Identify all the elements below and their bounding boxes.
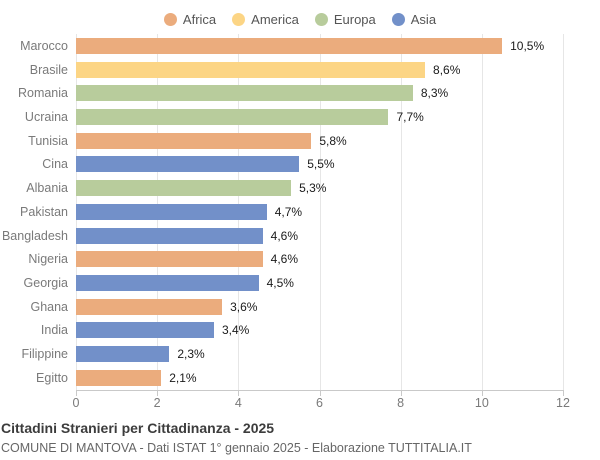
legend-item-africa[interactable]: Africa (163, 11, 217, 27)
gridline (400, 34, 402, 390)
category-label: Marocco (20, 38, 68, 53)
bar-value-label: 5,3% (299, 181, 327, 196)
bar-bangladesh[interactable] (76, 227, 263, 244)
bar-row: Tunisia 5,8% (28, 129, 563, 153)
legend-item-europa[interactable]: Europa (314, 11, 376, 27)
bar-value-label: 2,1% (169, 370, 197, 385)
bar-romania[interactable] (76, 85, 413, 102)
bar-row: Nigeria 4,6% (28, 247, 563, 271)
bar-row: Brasile 8,6% (30, 58, 563, 82)
category-label: Georgia (23, 276, 68, 291)
legend-label: Europa (333, 11, 376, 27)
bar-value-label: 7,7% (396, 110, 424, 125)
legend-label: Asia (410, 11, 437, 27)
category-label: Brasile (29, 62, 68, 77)
x-axis-tick-label: 10 (474, 396, 489, 410)
bar-value-label: 5,8% (319, 133, 347, 148)
bar-value-label: 4,7% (274, 204, 303, 219)
bar-row: Pakistan 4,7% (20, 200, 563, 224)
axis-tick (481, 390, 483, 396)
chart-subtitle: COMUNE DI MANTOVA - Dati ISTAT 1° gennai… (1, 441, 472, 456)
legend-item-america[interactable]: America (232, 12, 299, 27)
axis-tick (563, 390, 564, 396)
category-label: Albania (26, 181, 68, 196)
bar-tunisia[interactable] (76, 132, 312, 149)
x-axis-tick-label: 6 (316, 396, 323, 410)
bar-ucraina[interactable] (76, 109, 389, 126)
category-label: Nigeria (28, 252, 68, 267)
bar-value-label: 3,6% (230, 299, 258, 314)
legend-label: Africa (182, 11, 217, 27)
x-axis: 0 2 4 6 8 10 12 (72, 391, 570, 413)
x-axis-tick-label: 2 (153, 396, 161, 410)
category-label: Egitto (36, 370, 68, 385)
category-label: India (40, 323, 68, 338)
category-label: Tunisia (28, 133, 68, 148)
category-label: Bangladesh (1, 228, 68, 243)
category-label: Ghana (30, 299, 68, 314)
bar-egitto[interactable] (76, 369, 162, 386)
bar-row: Filippine 2,3% (21, 342, 563, 366)
bar-value-label: 8,3% (420, 86, 449, 101)
gridline (563, 34, 564, 390)
legend-item-asia[interactable]: Asia (391, 11, 437, 27)
x-axis-tick-label: 12 (556, 396, 570, 410)
bar-row: Georgia 4,5% (24, 271, 563, 295)
bar-row: Egitto 2,1% (36, 366, 563, 390)
bar-georgia[interactable] (76, 275, 259, 292)
axis-tick (157, 390, 159, 396)
bar-pakistan[interactable] (76, 203, 267, 220)
chart-legend: Africa America Europa Asia (0, 0, 600, 34)
plot-area: Marocco 10,5% Brasile 8,6% Romania 8,3% Ucrain… (2, 34, 564, 396)
category-label: Cina (42, 157, 68, 172)
x-axis-tick-label: 8 (397, 396, 405, 410)
bar-ghana[interactable] (76, 298, 223, 315)
bar-row: Cina 5,5% (42, 153, 563, 177)
chart-title: Cittadini Stranieri per Cittadinanza - 2… (1, 420, 275, 436)
bar-row: Ghana 3,6% (30, 295, 563, 319)
bar-filippine[interactable] (76, 346, 170, 363)
x-axis-tick-label: 0 (72, 396, 80, 410)
axis-tick (238, 390, 240, 396)
bar-cina[interactable] (76, 156, 300, 173)
bar-value-label: 4,6% (270, 228, 299, 243)
bar-value-label: 3,4% (221, 323, 250, 338)
bar-row: Ucraina 7,7% (25, 105, 563, 129)
bar-value-label: 10,5% (510, 38, 545, 53)
bar-row: Romania 8,3% (18, 81, 563, 105)
bar-rows: Marocco 10,5% Brasile 8,6% Romania 8,3% Ucrain… (2, 34, 563, 390)
category-label: Pakistan (20, 204, 68, 219)
bar-marocco[interactable] (76, 37, 503, 54)
legend-label: America (251, 11, 299, 27)
bar-row: Marocco 10,5% (20, 34, 563, 58)
bar-brasile[interactable] (76, 61, 426, 78)
gridline (481, 34, 483, 390)
axis-tick (400, 390, 402, 396)
bar-value-label: 2,3% (177, 347, 205, 362)
x-axis-tick-label: 4 (234, 396, 242, 410)
bar-value-label: 8,6% (433, 62, 461, 77)
bar-value-label: 5,5% (307, 157, 335, 172)
legend-swatch-icon (232, 12, 246, 26)
bar-value-label: 4,6% (270, 252, 299, 267)
axis-tick (319, 390, 321, 396)
bar-nigeria[interactable] (76, 251, 263, 268)
gridline (319, 34, 321, 390)
legend-swatch-icon (391, 12, 405, 26)
category-label: Ucraina (24, 110, 68, 125)
category-label: Romania (17, 86, 68, 101)
bar-row: India 3,4% (41, 319, 563, 343)
axis-tick (76, 390, 77, 396)
bar-value-label: 4,5% (266, 276, 294, 291)
legend-swatch-icon (314, 12, 328, 26)
bar-row: Bangladesh 4,6% (2, 224, 563, 248)
category-label: Filippine (21, 347, 68, 362)
bar-albania[interactable] (76, 180, 292, 197)
legend-swatch-icon (163, 12, 177, 26)
bar-row: Albania 5,3% (26, 176, 563, 200)
chart-footer: Cittadini Stranieri per Cittadinanza - 2… (0, 413, 600, 456)
bar-india[interactable] (76, 322, 214, 339)
